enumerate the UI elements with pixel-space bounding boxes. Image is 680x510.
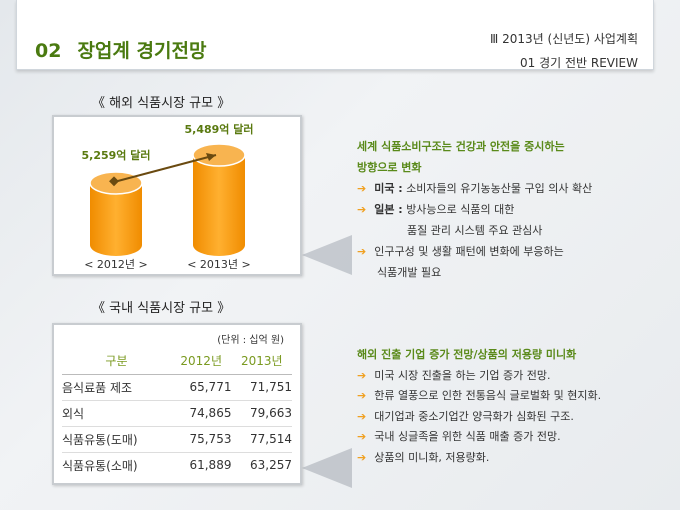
domestic-summary: 해외 진출 기업 증가 전망/상품의 저용량 미니화 <box>357 348 577 361</box>
data-label-2012: 5,259억 달러 <box>82 148 151 162</box>
trend-arrow <box>113 154 217 183</box>
overseas-summary-1: 세계 식품소비구조는 건강과 안전을 중시하는 <box>357 140 565 153</box>
cell: 75,753 <box>170 426 232 453</box>
arrow-icon: ➔ <box>357 245 367 258</box>
bullet-text-cont: 품질 관리 시스템 주요 관심사 <box>407 224 543 237</box>
overseas-title: 《 해외 식품시장 규모 》 <box>92 96 231 111</box>
col-header: 구분 <box>62 348 171 375</box>
x-label-2012: < 2012년 > <box>84 258 148 271</box>
market-table: 구분 2012년 2013년 음식료품 제조 65,771 71,751 외식 74,86… <box>62 348 292 478</box>
table-row: 식품유통(소매) 61,889 63,257 <box>62 452 292 478</box>
cell: 식품유통(소매) <box>62 458 138 473</box>
bullet-usa: ➔ 미국 : 소비자들의 유기농농산물 구입 의사 확산 <box>357 178 592 199</box>
domestic-text: 해외 진출 기업 증가 전망/상품의 저용량 미니화 ➔ 미국 시장 진출을 하는… <box>357 345 601 468</box>
arrow-icon: ➔ <box>357 389 367 402</box>
trend-start-marker <box>109 176 119 187</box>
bullet: ➔ 한류 열풍으로 인한 전통음식 글로벌화 및 현지화. <box>357 386 601 407</box>
cell: 61,889 <box>189 458 232 473</box>
bullet-population: ➔ 인구구성 및 생활 패턴에 변화에 부응하는 <box>357 241 592 262</box>
cell: 식품유통(도매) <box>62 426 171 453</box>
bar-0 <box>90 183 142 256</box>
bullet: ➔ 미국 시장 진출을 하는 기업 증가 전망. <box>357 366 601 387</box>
cell: 65,771 <box>170 374 232 401</box>
arrow-icon: ➔ <box>357 368 367 382</box>
cell: 79,663 <box>231 400 292 427</box>
bullet-text: 미국 시장 진출을 하는 기업 증가 전망. <box>374 368 551 382</box>
unit-label: (단위 : 십억 원) <box>217 335 284 346</box>
cell: 77,514 <box>231 426 292 453</box>
cell: 71,751 <box>231 374 292 401</box>
bullet-text: 한류 열풍으로 인한 전통음식 글로벌화 및 현지화. <box>374 389 602 402</box>
table-row: 식품유통(도매) 75,753 77,514 <box>62 426 292 453</box>
section-number: 02 <box>35 40 62 62</box>
table-header: 구분 2012년 2013년 <box>62 348 292 375</box>
bar-1 <box>193 155 245 256</box>
chart-box: 5,259억 달러 5,489억 달러 < 2012년 > < 2013년 > <box>52 115 302 276</box>
chapter-label: Ⅲ 2013년 (신년도) 사업계획 <box>490 32 638 46</box>
bullet-japan: ➔ 일본 : 방사능으로 식품의 대한 <box>357 199 592 220</box>
table-row: 음식료품 제조 65,771 71,751 <box>62 374 292 401</box>
bullet-text: 소비자들의 유기농농산물 구입 의사 확산 <box>406 182 593 195</box>
bullet-text: 국내 싱글족을 위한 식품 매출 증가 전망. <box>374 430 561 443</box>
data-label-2013: 5,489억 달러 <box>185 122 254 136</box>
table-row: 외식 74,865 79,663 <box>62 400 292 427</box>
bar-top-1 <box>192 143 246 167</box>
bullet-text: 대기업과 중소기업간 양극화가 심화된 구조. <box>374 409 574 423</box>
section-title-text: 장업계 경기전망 <box>77 40 207 62</box>
domestic-title: 《 국내 식품시장 규모 》 <box>92 301 231 316</box>
bullet: ➔ 상품의 미니화, 저용량화. <box>357 448 601 469</box>
bullet-text-cont: 식품개발 필요 <box>377 266 442 279</box>
cell: 외식 <box>62 400 171 427</box>
cell: 음식료품 제조 <box>62 374 171 401</box>
section-title: 02 장업계 경기전망 <box>35 36 206 63</box>
arrow-icon: ➔ <box>357 430 367 443</box>
bar-chart: 5,259억 달러 5,489억 달러 < 2012년 > < 2013년 > <box>82 122 254 271</box>
bullet-text: 인구구성 및 생활 패턴에 변화에 부응하는 <box>374 245 564 258</box>
subchapter-label: 01 경기 전반 REVIEW <box>520 56 638 70</box>
bullet-label: 미국 : <box>374 182 403 195</box>
col-header: 2012년 <box>170 348 232 375</box>
cell: 74,865 <box>170 400 232 427</box>
overseas-text: 세계 식품소비구조는 건강과 안전을 중시하는 방향으로 변화 ➔ 미국 : 소비… <box>357 136 592 283</box>
cell: 63,257 <box>250 458 292 473</box>
table-box: (단위 : 십억 원) 구분 2012년 2013년 음식료품 제조 65,771 71… <box>52 323 302 485</box>
col-header: 2013년 <box>231 348 292 375</box>
overseas-summary-2: 방향으로 변화 <box>357 161 422 174</box>
arrow-icon: ➔ <box>357 450 367 464</box>
arrow-icon: ➔ <box>357 409 367 423</box>
x-label-2013: < 2013년 > <box>187 258 251 271</box>
bullet-text: 방사능으로 식품의 대한 <box>406 203 515 216</box>
bullet: ➔ 대기업과 중소기업간 양극화가 심화된 구조. <box>357 407 601 428</box>
arrow-icon: ➔ <box>357 182 367 195</box>
trend-arrowhead <box>206 153 216 161</box>
bullet-label: 일본 : <box>374 203 403 216</box>
bullet: ➔ 국내 싱글족을 위한 식품 매출 증가 전망. <box>357 427 601 448</box>
slide-header <box>16 0 654 70</box>
bullet-text: 상품의 미니화, 저용량화. <box>374 450 490 464</box>
decor-shadow <box>302 448 352 488</box>
decor-shadow <box>302 235 352 275</box>
arrow-icon: ➔ <box>357 203 367 216</box>
